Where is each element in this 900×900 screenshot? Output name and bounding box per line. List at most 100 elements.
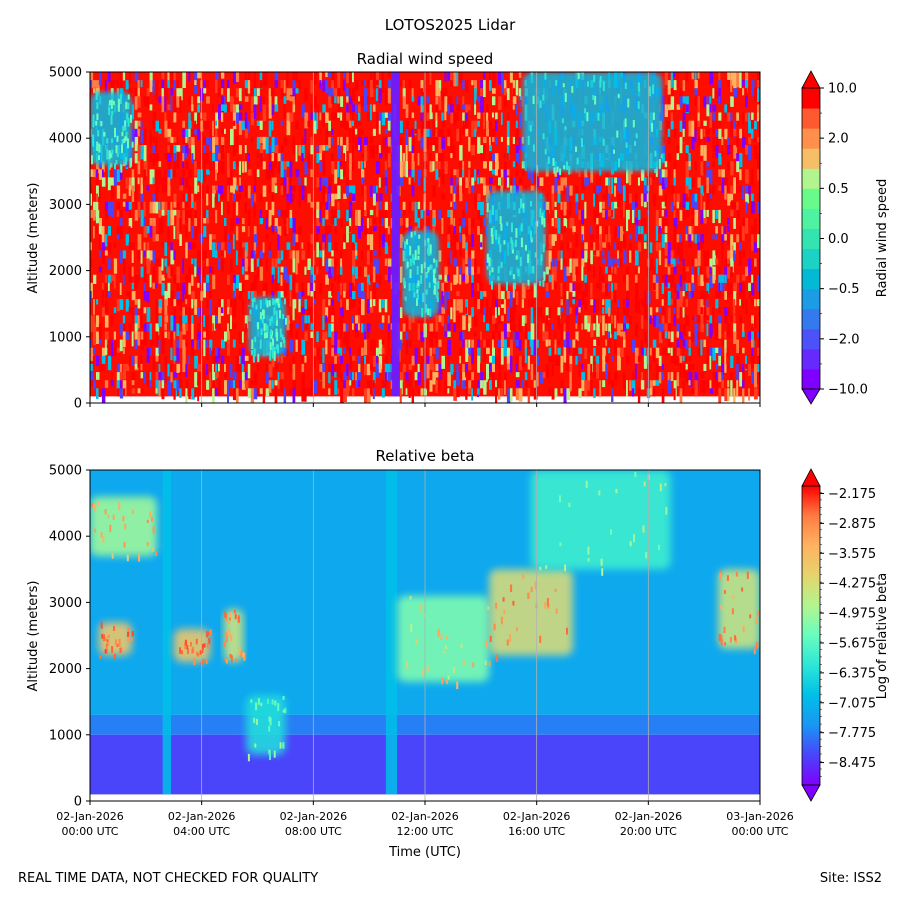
wind-speckle — [146, 307, 151, 322]
wind-speckle — [90, 339, 92, 353]
wind-feature-speckle — [654, 168, 657, 173]
wind-speckle — [387, 153, 391, 168]
wind-speckle — [462, 380, 466, 389]
wind-speckle — [256, 104, 261, 114]
wind-speckle — [292, 299, 297, 309]
beta-feature-speckle — [598, 490, 601, 496]
wind-speckle — [337, 112, 340, 118]
wind-speckle — [411, 112, 415, 119]
wind-speckle — [119, 363, 122, 381]
wind-speckle — [93, 226, 95, 239]
wind-speckle — [384, 380, 388, 387]
wind-speckle — [471, 282, 474, 298]
wind-speckle — [655, 315, 659, 329]
wind-speckle — [575, 323, 578, 329]
wind-speckle — [358, 112, 361, 123]
wind-speckle — [566, 355, 570, 372]
wind-speckle — [340, 347, 343, 356]
colorbar1-tick-label: 10.0 — [828, 82, 857, 97]
wind-speckle — [155, 388, 158, 394]
wind-feature-speckle — [433, 258, 436, 263]
wind-speckle — [328, 242, 332, 252]
wind-speckle — [715, 363, 719, 369]
wind-speckle — [447, 315, 450, 332]
wind-speckle — [742, 282, 746, 297]
wind-speckle — [182, 153, 185, 163]
wind-speckle — [706, 193, 710, 210]
wind-speckle — [670, 274, 675, 289]
wind-speckle — [221, 193, 225, 200]
wind-speckle — [268, 185, 272, 194]
wind-speckle — [742, 250, 746, 258]
wind-speckle — [286, 112, 290, 125]
wind-speckle — [462, 363, 465, 379]
wind-speckle — [355, 323, 358, 336]
wind-speckle — [477, 209, 480, 221]
wind-speckle — [596, 226, 599, 239]
wind-speckle — [384, 355, 388, 363]
wind-speckle — [304, 193, 307, 203]
wind-speckle — [161, 218, 164, 233]
wind-speckle — [259, 193, 263, 202]
wind-speckle — [253, 80, 257, 96]
wind-speckle — [620, 323, 624, 331]
wind-speckle — [134, 307, 138, 317]
wind-speckle — [182, 258, 185, 274]
wind-speckle — [545, 193, 549, 205]
wind-speckle — [572, 266, 576, 282]
wind-speckle — [286, 161, 290, 167]
wind-speckle — [477, 299, 481, 310]
wind-speckle — [554, 169, 557, 177]
wind-speckle — [194, 120, 197, 130]
wind-speckle — [667, 136, 671, 145]
wind-speckle — [754, 218, 757, 235]
wind-speckle — [712, 234, 715, 240]
wind-speckle — [280, 355, 284, 364]
wind-speckle — [280, 372, 284, 380]
wind-speckle — [173, 299, 177, 307]
wind-speckle — [167, 209, 170, 227]
wind-speckle — [307, 258, 311, 270]
wind-speckle — [361, 169, 365, 179]
wind-speckle — [116, 80, 120, 92]
beta-feature-speckle — [105, 644, 108, 649]
beta-feature-speckle — [230, 635, 233, 641]
wind-feature-speckle — [597, 112, 600, 121]
wind-speckle — [140, 153, 144, 160]
wind-speckle — [316, 266, 319, 275]
wind-speckle — [593, 315, 597, 328]
wind-speckle — [247, 153, 250, 167]
wind-speckle — [596, 169, 599, 186]
wind-speckle — [465, 274, 468, 284]
wind-speckle — [384, 88, 389, 105]
wind-speckle — [474, 128, 477, 138]
wind-speckle — [304, 388, 307, 402]
wind-speckle — [227, 153, 230, 170]
wind-speckle — [602, 323, 605, 336]
wind-speckle — [605, 355, 609, 363]
wind-speckle — [146, 88, 150, 97]
wind-speckle — [408, 218, 411, 228]
wind-speckle — [313, 299, 317, 305]
wind-speckle — [402, 80, 405, 97]
wind-speckle — [328, 307, 332, 319]
wind-speckle — [295, 88, 299, 94]
wind-speckle — [173, 250, 176, 260]
wind-speckle — [253, 185, 256, 192]
wind-speckle — [545, 291, 550, 298]
wind-speckle — [134, 177, 139, 190]
wind-speckle — [435, 96, 439, 106]
wind-speckle — [203, 145, 207, 159]
wind-speckle — [244, 145, 247, 160]
wind-feature-speckle — [100, 121, 103, 127]
wind-speckle — [429, 136, 432, 146]
wind-speckle — [572, 218, 575, 235]
wind-speckle — [694, 372, 699, 387]
beta-feature-speckle — [103, 634, 106, 641]
beta-feature-speckle — [119, 647, 122, 654]
wind-feature-speckle — [529, 125, 532, 132]
wind-speckle — [444, 274, 447, 282]
beta-feature-speckle — [190, 641, 192, 647]
wind-speckle — [518, 339, 522, 351]
